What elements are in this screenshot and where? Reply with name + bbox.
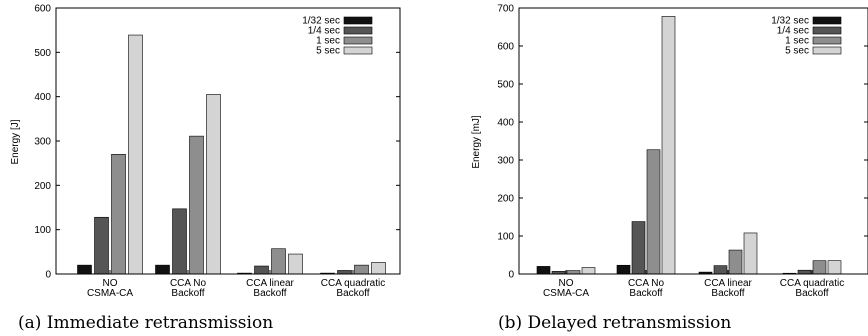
bar bbox=[661, 16, 676, 275]
y-tick-label: 600 bbox=[34, 4, 51, 15]
legend-swatch bbox=[343, 36, 373, 45]
y-tick-label: 0 bbox=[508, 270, 514, 281]
bar bbox=[743, 232, 758, 275]
bar bbox=[566, 270, 581, 275]
x-tick-label: Backoff bbox=[629, 288, 662, 299]
y-tick-label: 700 bbox=[497, 4, 514, 15]
y-tick-label: 500 bbox=[34, 48, 51, 59]
bar bbox=[111, 154, 126, 275]
bar bbox=[288, 253, 303, 275]
bar bbox=[94, 216, 109, 275]
plot-frame bbox=[55, 7, 401, 275]
legend-swatch bbox=[343, 26, 373, 35]
x-tick-label: CSMA-CA bbox=[87, 288, 133, 299]
legend-swatch bbox=[812, 36, 842, 45]
y-tick-label: 100 bbox=[497, 232, 514, 243]
x-tick-label: CCA linear bbox=[704, 278, 752, 289]
bar bbox=[616, 264, 631, 275]
y-tick-label: 200 bbox=[497, 194, 514, 205]
bar bbox=[812, 260, 827, 275]
bar bbox=[254, 265, 269, 275]
plot-frame bbox=[518, 7, 868, 275]
legend-label: 1/4 sec bbox=[308, 26, 340, 37]
caption: (b) Delayed retransmission bbox=[498, 313, 731, 333]
bar bbox=[536, 266, 551, 275]
y-axis-label: Energy [mJ] bbox=[471, 115, 482, 169]
legend-swatch bbox=[812, 26, 842, 35]
x-tick-label: CCA linear bbox=[246, 278, 294, 289]
bar bbox=[271, 248, 286, 275]
y-tick-label: 500 bbox=[497, 80, 514, 91]
x-tick-label: CCA quadratic bbox=[321, 278, 385, 289]
bar bbox=[155, 264, 170, 275]
bar bbox=[827, 260, 842, 275]
y-tick-label: 200 bbox=[34, 181, 51, 192]
legend-swatch bbox=[343, 16, 373, 25]
bar bbox=[354, 264, 369, 275]
x-tick-label: CCA No bbox=[170, 278, 207, 289]
x-tick-label: NO bbox=[103, 278, 118, 289]
x-tick-label: CSMA-CA bbox=[543, 288, 589, 299]
bar bbox=[172, 208, 187, 275]
y-tick-label: 300 bbox=[34, 137, 51, 148]
legend-label: 1/32 sec bbox=[771, 16, 809, 27]
x-tick-label: CCA No bbox=[628, 278, 665, 289]
legend-label: 1/32 sec bbox=[302, 16, 340, 27]
y-axis-label: Energy [J] bbox=[10, 119, 21, 164]
bar bbox=[337, 270, 352, 275]
x-tick-label: Backoff bbox=[795, 288, 828, 299]
x-tick-label: Backoff bbox=[253, 288, 286, 299]
x-tick-label: Backoff bbox=[336, 288, 369, 299]
caption: (a) Immediate retransmission bbox=[18, 313, 273, 333]
bar bbox=[713, 265, 728, 275]
legend-label: 5 sec bbox=[316, 46, 340, 57]
y-tick-label: 600 bbox=[497, 42, 514, 53]
bar bbox=[631, 221, 646, 275]
x-tick-label: NO bbox=[559, 278, 574, 289]
bar bbox=[77, 264, 92, 275]
y-tick-label: 0 bbox=[45, 270, 51, 281]
legend-label: 1 sec bbox=[316, 36, 340, 47]
bar bbox=[728, 249, 743, 275]
y-tick-label: 400 bbox=[497, 118, 514, 129]
chart-panel-b: Energy [mJ] 0 100 200 300 400 500 600 700 NOCSM… bbox=[471, 4, 868, 333]
bar bbox=[371, 262, 386, 275]
x-tick-label: Backoff bbox=[711, 288, 744, 299]
legend-swatch bbox=[812, 46, 842, 55]
y-tick-label: 100 bbox=[34, 225, 51, 236]
bar bbox=[206, 94, 221, 275]
y-tick-label: 400 bbox=[34, 92, 51, 103]
x-tick-label: CCA quadratic bbox=[780, 278, 844, 289]
legend-label: 1 sec bbox=[785, 36, 809, 47]
bar bbox=[646, 149, 661, 275]
legend-label: 5 sec bbox=[785, 46, 809, 57]
legend-label: 1/4 sec bbox=[777, 26, 809, 37]
bar bbox=[189, 135, 204, 275]
legend-swatch bbox=[812, 16, 842, 25]
bar bbox=[581, 267, 596, 275]
legend-swatch bbox=[343, 46, 373, 55]
chart-panel-a: Energy [J] 0 100 200 300 400 500 600 NOCSMA-CA… bbox=[10, 4, 401, 333]
bar bbox=[128, 34, 143, 275]
bar bbox=[797, 269, 812, 275]
x-tick-label: Backoff bbox=[171, 288, 204, 299]
y-tick-label: 300 bbox=[497, 156, 514, 167]
